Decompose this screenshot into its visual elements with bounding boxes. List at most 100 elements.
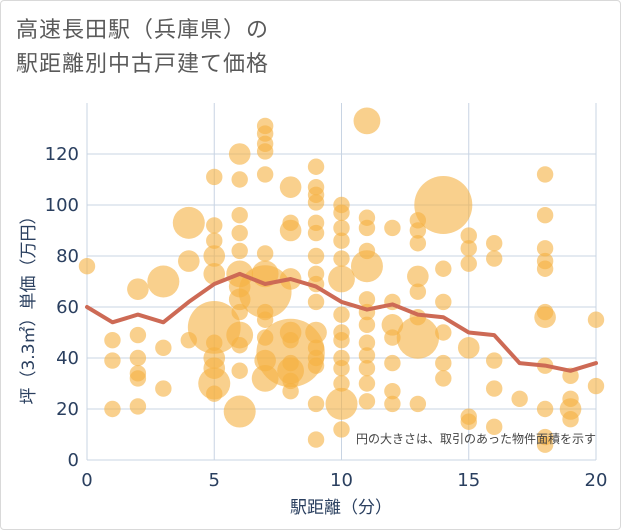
data-bubble	[206, 168, 223, 186]
x-tick-label: 20	[585, 470, 608, 491]
data-bubble	[305, 321, 327, 344]
data-bubble	[307, 247, 325, 265]
data-bubble	[358, 316, 376, 334]
data-bubble	[279, 219, 302, 242]
data-bubble	[536, 436, 554, 453]
data-bubble	[256, 245, 274, 262]
data-bubble	[460, 240, 477, 257]
data-bubble	[486, 352, 503, 369]
y-tick-label: 60	[56, 297, 79, 318]
data-bubble	[358, 291, 376, 308]
data-bubble	[203, 263, 226, 285]
data-bubble	[231, 207, 248, 224]
data-bubble	[104, 331, 121, 349]
data-bubble	[511, 390, 528, 407]
data-bubble	[435, 293, 452, 311]
data-bubble	[129, 370, 147, 387]
data-bubble	[358, 360, 376, 377]
bubble-series	[78, 107, 605, 453]
data-bubble	[384, 329, 401, 346]
data-bubble	[231, 242, 248, 260]
data-bubble	[78, 258, 96, 275]
data-bubble	[536, 400, 554, 418]
data-bubble	[307, 395, 325, 413]
data-bubble	[231, 171, 248, 188]
x-axis-title: 駅距離（分）	[290, 498, 392, 518]
data-bubble	[350, 250, 383, 283]
data-bubble	[333, 204, 350, 221]
data-bubble	[381, 314, 404, 336]
data-bubble	[384, 395, 401, 413]
data-bubble	[206, 385, 223, 402]
data-bubble	[129, 398, 147, 415]
data-bubble	[358, 219, 376, 237]
y-tick-label: 120	[45, 144, 79, 165]
data-bubble	[396, 316, 440, 359]
data-bubble	[409, 235, 427, 252]
data-bubble	[307, 224, 325, 242]
axis-ticks: 0 5 10 15 20 0 20 40 60 80 100 120	[45, 144, 608, 491]
data-bubble	[435, 324, 452, 341]
data-bubble	[279, 176, 302, 198]
chart-title: 高速長田駅（兵庫県）の 駅距離別中古戸建て価格	[16, 14, 269, 82]
data-bubble	[282, 382, 299, 400]
data-bubble	[353, 107, 381, 135]
data-bubble	[129, 349, 147, 367]
data-bubble	[333, 331, 350, 349]
data-bubble	[307, 158, 325, 175]
y-tick-label: 0	[68, 450, 79, 471]
data-bubble	[536, 166, 554, 183]
data-bubble	[460, 227, 477, 244]
data-bubble	[358, 375, 376, 392]
data-bubble	[147, 265, 180, 298]
data-bubble	[333, 421, 350, 438]
data-bubble	[307, 293, 325, 311]
data-bubble	[333, 250, 350, 267]
data-bubble	[457, 337, 480, 359]
data-bubble	[231, 362, 248, 379]
data-bubble	[333, 375, 350, 392]
data-bubble	[486, 380, 503, 397]
data-bubble	[228, 143, 251, 165]
data-bubble	[198, 367, 231, 400]
data-bubble	[104, 400, 121, 418]
data-bubble	[435, 260, 452, 277]
data-bubble	[435, 370, 452, 387]
chart-title-line-1: 高速長田駅（兵庫県）の	[16, 18, 270, 43]
data-bubble	[358, 393, 376, 410]
data-bubble	[407, 265, 429, 288]
data-bubble	[384, 354, 401, 372]
data-bubble	[333, 306, 350, 323]
data-bubble	[328, 265, 355, 293]
data-bubble	[206, 217, 223, 234]
data-bubble	[486, 418, 503, 436]
y-tick-label: 20	[56, 399, 79, 420]
y-tick-label: 40	[56, 348, 79, 369]
data-bubble	[409, 222, 427, 239]
data-bubble	[256, 311, 274, 328]
x-tick-label: 15	[457, 470, 480, 491]
data-bubble	[155, 339, 172, 356]
data-bubble	[127, 278, 149, 300]
data-bubble	[562, 411, 579, 428]
data-bubble	[256, 143, 274, 160]
y-tick-label: 100	[45, 195, 79, 216]
data-bubble	[223, 395, 256, 428]
data-bubble	[414, 176, 473, 234]
data-bubble	[231, 303, 248, 321]
data-bubble	[534, 306, 556, 329]
data-bubble	[486, 235, 503, 252]
data-bubble	[536, 240, 554, 257]
y-tick-label: 80	[56, 246, 79, 267]
data-bubble	[358, 334, 376, 351]
data-bubble	[187, 301, 241, 354]
data-bubble	[206, 334, 223, 351]
data-bubble	[409, 283, 427, 300]
data-bubble	[384, 382, 401, 400]
chart-title-line-2: 駅距離別中古戸建て価格	[16, 52, 270, 77]
data-bubble	[104, 352, 121, 369]
data-bubble	[256, 166, 274, 183]
x-tick-label: 10	[330, 470, 353, 491]
data-bubble	[325, 387, 358, 420]
